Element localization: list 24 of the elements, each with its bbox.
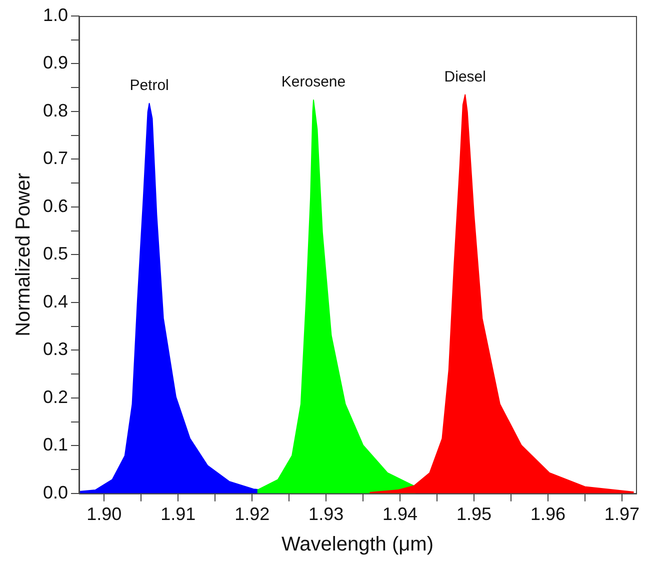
series-label: Diesel bbox=[444, 68, 486, 86]
x-axis-title: Wavelength (μm) bbox=[282, 534, 434, 556]
y-tick-label: 0.9 bbox=[42, 52, 68, 73]
x-tick-label: 1.96 bbox=[530, 504, 566, 524]
y-tick-label: 0.6 bbox=[42, 196, 68, 216]
x-tick-label: 1.90 bbox=[86, 504, 122, 524]
x-tick-label: 1.92 bbox=[234, 504, 270, 524]
x-tick-label: 1.97 bbox=[604, 504, 640, 524]
y-tick-label: 0.0 bbox=[42, 482, 68, 502]
y-tick-label: 0.2 bbox=[42, 386, 68, 407]
y-tick-label: 0.3 bbox=[42, 339, 68, 360]
series-label: Petrol bbox=[130, 77, 169, 94]
y-tick-label: 0.4 bbox=[42, 291, 68, 312]
y-tick-label: 0.5 bbox=[42, 244, 68, 264]
x-tick-label: 1.95 bbox=[456, 504, 492, 524]
series-label: Kerosene bbox=[281, 74, 346, 91]
x-tick-label: 1.91 bbox=[160, 504, 196, 524]
y-axis-title: Normalized Power bbox=[12, 172, 35, 336]
x-tick-label: 1.94 bbox=[382, 504, 418, 524]
y-tick-label: 1.0 bbox=[42, 4, 68, 25]
x-tick-label: 1.93 bbox=[308, 504, 344, 524]
y-tick-label: 0.8 bbox=[42, 100, 68, 120]
y-tick-label: 0.7 bbox=[42, 148, 68, 168]
y-tick-label: 0.1 bbox=[42, 434, 68, 455]
